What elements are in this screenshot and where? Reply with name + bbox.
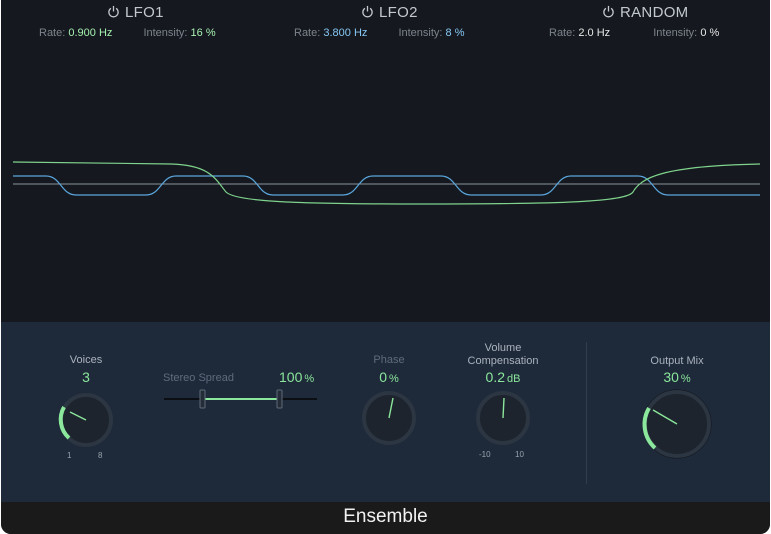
random-intensity-value[interactable]: 0 %	[700, 27, 720, 39]
volume-compensation-max-label: 10	[515, 450, 524, 459]
lfo2-rate-label: Rate:	[294, 27, 321, 39]
volume-compensation-label-line1: Volume	[484, 342, 522, 354]
lfo1-toggle[interactable]: LFO1	[107, 4, 164, 21]
plugin-footer: Ensemble	[1, 502, 770, 534]
lfo1-waveform	[12, 161, 761, 205]
lfo1-rate-value[interactable]: 0.900 Hz	[68, 27, 113, 39]
output-mix-knob[interactable]	[639, 388, 715, 464]
voices-value[interactable]: 3	[82, 369, 90, 385]
random-rate-value[interactable]: 2.0 Hz	[578, 27, 611, 39]
random-rate-label: Rate:	[549, 27, 576, 39]
voices-min-label: 1	[67, 451, 72, 460]
phase-knob-pointer	[388, 397, 394, 419]
lfo2-waveform	[13, 175, 760, 196]
output-mix-knob-pointer	[652, 409, 678, 425]
output-mix-value[interactable]: 30%	[663, 369, 691, 385]
output-mix-knob-arc	[642, 406, 657, 450]
volume-compensation-min-label: -10	[479, 450, 491, 459]
random-title: RANDOM	[620, 4, 689, 21]
lfo2-intensity-label: Intensity:	[398, 27, 443, 39]
plugin-title: Ensemble	[343, 506, 428, 527]
stereo-spread-value[interactable]: 100%	[279, 369, 315, 385]
stereo-spread-left-handle	[199, 389, 206, 409]
voices-knob-pointer	[69, 411, 87, 421]
stereo-spread-right-handle	[276, 389, 283, 409]
panel-divider	[586, 342, 587, 484]
volume-compensation-value[interactable]: 0.2 dB	[485, 369, 521, 385]
voices-knob-arc	[58, 406, 71, 440]
lfo1-intensity-value[interactable]: 16 %	[190, 27, 216, 39]
lfo1-rate-label: Rate:	[39, 27, 66, 39]
modulation-waveform-display	[12, 161, 761, 205]
voices-knob[interactable]	[56, 392, 116, 452]
voices-max-label: 8	[98, 451, 103, 460]
phase-label: Phase	[373, 354, 405, 366]
power-icon[interactable]	[361, 5, 374, 18]
control-panel: Voices 3 1 8 Stereo Spread 100% Phase 0%…	[1, 322, 770, 502]
lfo1-title: LFO1	[125, 4, 164, 21]
output-mix-label: Output Mix	[650, 355, 704, 367]
lfo2-title: LFO2	[379, 4, 418, 21]
volume-compensation-knob-pointer	[502, 397, 505, 419]
power-icon[interactable]	[602, 5, 615, 18]
random-toggle[interactable]: RANDOM	[602, 4, 688, 21]
volume-compensation-label-line2: Compensation	[467, 355, 539, 367]
volume-compensation-knob[interactable]	[473, 390, 533, 450]
phase-value[interactable]: 0%	[379, 369, 399, 385]
lfo1-intensity-label: Intensity:	[143, 27, 188, 39]
lfo2-toggle[interactable]: LFO2	[361, 4, 418, 21]
phase-knob[interactable]	[359, 390, 419, 450]
voices-label: Voices	[69, 354, 103, 366]
stereo-spread-label: Stereo Spread	[163, 372, 234, 384]
stereo-spread-slider[interactable]	[164, 388, 318, 410]
random-intensity-label: Intensity:	[653, 27, 698, 39]
power-icon[interactable]	[107, 5, 120, 18]
lfo2-rate-value[interactable]: 3.800 Hz	[323, 27, 368, 39]
lfo2-intensity-value[interactable]: 8 %	[445, 27, 465, 39]
